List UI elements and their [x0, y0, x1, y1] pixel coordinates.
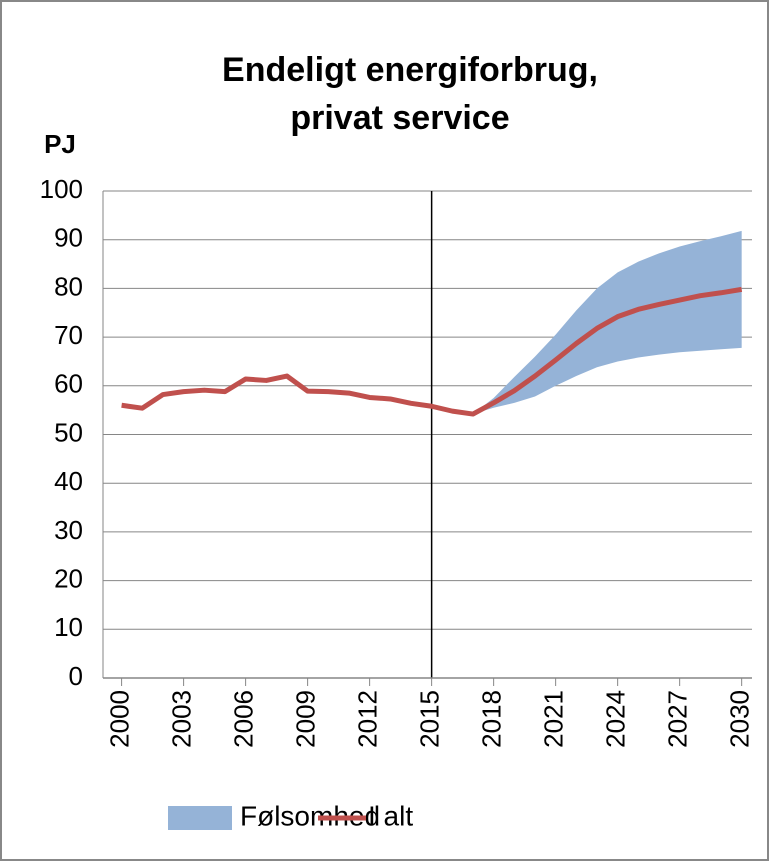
- y-tick-label: 60: [54, 369, 83, 399]
- y-tick-label: 90: [54, 223, 83, 253]
- legend-swatch: [168, 806, 232, 830]
- x-tick-label: 2009: [290, 690, 320, 748]
- y-tick-label: 40: [54, 466, 83, 496]
- x-tick-label: 2027: [663, 690, 693, 748]
- legend-label: I alt: [368, 800, 413, 831]
- line: [121, 286, 743, 417]
- y-tick-label: 10: [54, 612, 83, 642]
- x-tick-label: 2021: [539, 690, 569, 748]
- y-tick-label: 30: [54, 515, 83, 545]
- y-tick-label: 70: [54, 320, 83, 350]
- x-tick-label: 2024: [601, 690, 631, 748]
- chart-title: privat service: [290, 99, 509, 137]
- y-tick-label: 20: [54, 563, 83, 593]
- chart-title: Endeligt energiforbrug,: [222, 51, 598, 89]
- x-tick-label: 2012: [353, 690, 383, 748]
- x-tick-label: 2015: [415, 690, 445, 748]
- x-tick-label: 2006: [228, 690, 258, 748]
- y-tick-label: 80: [54, 271, 83, 301]
- y-tick-label: 100: [40, 174, 83, 204]
- x-tick-label: 2000: [104, 690, 134, 748]
- y-tick-label: 0: [69, 661, 83, 691]
- x-tick-label: 2018: [477, 690, 507, 748]
- y-tick-label: 50: [54, 417, 83, 447]
- x-tick-label: 2003: [166, 690, 196, 748]
- y-axis-label: PJ: [44, 129, 76, 159]
- x-tick-label: 2030: [725, 690, 755, 748]
